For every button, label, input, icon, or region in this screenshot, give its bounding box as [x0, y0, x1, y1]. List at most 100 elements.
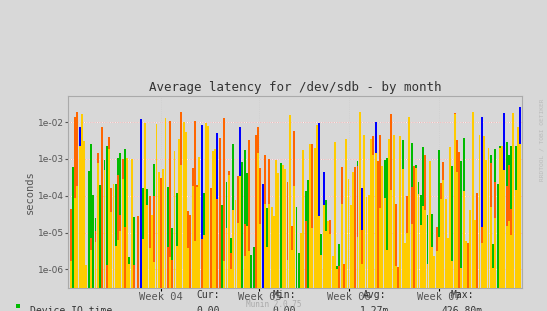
Bar [321, 234, 322, 311]
Bar [165, 172, 166, 311]
Bar [110, 188, 112, 311]
Bar [79, 127, 80, 311]
Bar [129, 264, 130, 311]
Bar [417, 194, 420, 311]
Bar [255, 158, 257, 311]
Text: Cur:: Cur: [196, 290, 219, 300]
Bar [289, 122, 290, 311]
Bar [77, 186, 78, 311]
Bar [201, 264, 202, 311]
Bar [77, 112, 78, 311]
Bar [259, 224, 261, 311]
Bar [74, 117, 76, 311]
Bar [350, 206, 352, 311]
Bar [399, 136, 401, 311]
Bar [435, 228, 438, 311]
Bar [357, 166, 358, 311]
Bar [248, 140, 250, 311]
Bar [483, 136, 485, 311]
Bar [458, 241, 460, 311]
Text: Min:: Min: [273, 290, 296, 300]
Bar [375, 155, 376, 311]
Bar [137, 216, 139, 311]
Bar [237, 223, 238, 311]
Bar [237, 176, 238, 311]
Bar [445, 229, 446, 311]
Bar [453, 113, 456, 311]
Bar [386, 158, 388, 311]
Bar [487, 148, 490, 311]
Bar [251, 255, 252, 311]
Bar [409, 197, 410, 311]
Bar [142, 188, 144, 311]
Bar [519, 107, 521, 311]
Bar [269, 159, 270, 311]
Bar [165, 150, 166, 311]
Bar [354, 173, 356, 311]
Bar [191, 191, 194, 311]
Bar [323, 172, 324, 311]
Bar [196, 185, 198, 311]
Bar [225, 182, 228, 311]
Bar [339, 244, 340, 311]
Bar [329, 220, 331, 311]
Bar [253, 247, 254, 311]
Bar [429, 168, 430, 311]
Bar [173, 151, 176, 311]
Bar [151, 216, 153, 311]
Bar [271, 246, 272, 311]
Bar [293, 186, 295, 311]
Bar [363, 135, 365, 311]
Bar [108, 137, 110, 311]
Bar [119, 153, 121, 311]
Bar [185, 202, 187, 311]
Bar [370, 198, 372, 311]
Bar [485, 256, 487, 311]
Bar [343, 263, 345, 311]
Text: 0.00: 0.00 [273, 306, 296, 311]
Bar [133, 217, 135, 311]
Bar [97, 209, 98, 311]
Bar [266, 208, 268, 311]
Bar [365, 200, 368, 311]
Bar [479, 241, 480, 311]
Bar [368, 195, 370, 311]
Bar [393, 261, 394, 311]
Bar [424, 210, 426, 311]
Bar [273, 216, 275, 311]
Bar [508, 155, 510, 311]
Text: 426.80m: 426.80m [441, 306, 483, 311]
Bar [243, 224, 246, 311]
Bar [178, 205, 180, 311]
Bar [74, 198, 76, 311]
Bar [316, 156, 318, 311]
Bar [481, 243, 482, 311]
Bar [505, 142, 508, 311]
Bar [515, 190, 516, 311]
Bar [424, 155, 426, 311]
Bar [162, 169, 164, 311]
Bar [513, 196, 514, 311]
Bar [316, 216, 318, 311]
Bar [246, 173, 248, 311]
Bar [345, 139, 347, 311]
Bar [171, 260, 173, 311]
Bar [81, 140, 83, 311]
Bar [196, 187, 198, 311]
Bar [257, 153, 259, 311]
Bar [438, 237, 440, 311]
Bar [181, 165, 182, 311]
Bar [74, 239, 76, 311]
Bar [451, 262, 453, 311]
Bar [239, 127, 241, 311]
Bar [456, 140, 458, 311]
Bar [203, 193, 205, 311]
Bar [501, 197, 503, 311]
Bar [361, 188, 363, 311]
Bar [363, 154, 365, 311]
Bar [129, 257, 130, 311]
Bar [476, 262, 478, 311]
Bar [230, 253, 232, 311]
Bar [375, 122, 376, 311]
Bar [261, 184, 264, 311]
